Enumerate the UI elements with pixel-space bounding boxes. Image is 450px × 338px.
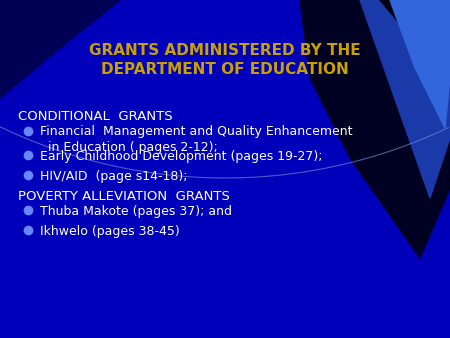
Text: CONDITIONAL  GRANTS: CONDITIONAL GRANTS [18, 110, 173, 123]
Text: Ikhwelo (pages 38-45): Ikhwelo (pages 38-45) [40, 225, 180, 238]
Polygon shape [360, 0, 450, 198]
Polygon shape [0, 0, 120, 98]
Text: Early Childhood Development (pages 19-27);: Early Childhood Development (pages 19-27… [40, 150, 323, 163]
Text: Thuba Makote (pages 37); and: Thuba Makote (pages 37); and [40, 205, 232, 218]
Text: POVERTY ALLEVIATION  GRANTS: POVERTY ALLEVIATION GRANTS [18, 190, 230, 203]
Polygon shape [390, 0, 450, 128]
Text: HIV/AID  (page s14-18);: HIV/AID (page s14-18); [40, 170, 188, 183]
Text: GRANTS ADMINISTERED BY THE
DEPARTMENT OF EDUCATION: GRANTS ADMINISTERED BY THE DEPARTMENT OF… [89, 43, 361, 77]
Text: Financial  Management and Quality Enhancement
  in Education ( pages 2-12);: Financial Management and Quality Enhance… [40, 125, 352, 153]
Polygon shape [300, 0, 450, 258]
Polygon shape [380, 0, 450, 58]
